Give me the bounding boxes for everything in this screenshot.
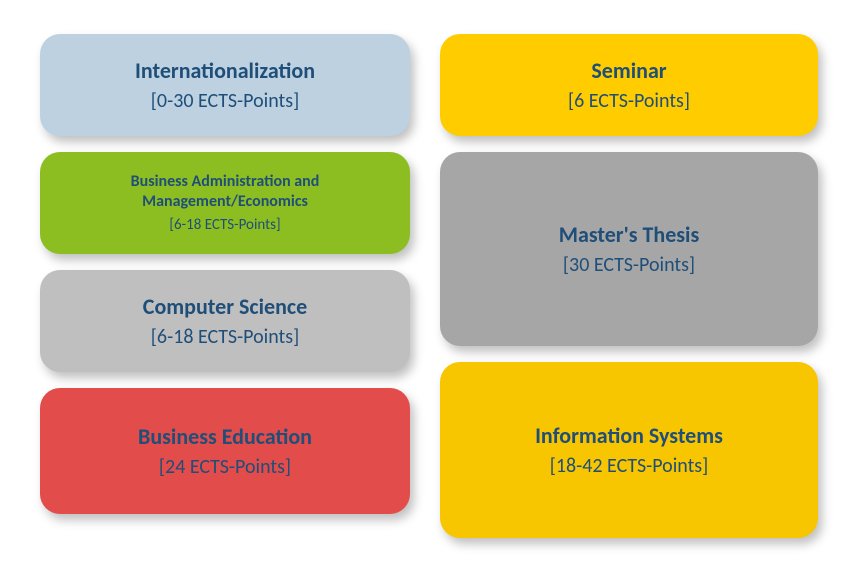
card-masters-thesis: Master's Thesis [30 ECTS-Points]	[440, 152, 818, 346]
card-points: [30 ECTS-Points]	[563, 253, 695, 277]
card-computer-science: Computer Science [6-18 ECTS-Points]	[40, 270, 410, 372]
card-points: [6 ECTS-Points]	[568, 89, 690, 113]
card-points: [6-18 ECTS-Points]	[151, 325, 299, 349]
card-title: Seminar	[591, 57, 666, 85]
card-points: [24 ECTS-Points]	[159, 455, 291, 479]
card-points: [0-30 ECTS-Points]	[151, 89, 299, 113]
card-business-admin: Business Administration and Management/E…	[40, 152, 410, 254]
card-title: Internationalization	[135, 57, 315, 85]
card-title: Business Education	[138, 423, 312, 451]
card-title: Information Systems	[535, 422, 723, 450]
card-title: Business Administration and Management/E…	[60, 172, 390, 212]
card-title: Computer Science	[143, 293, 307, 321]
card-internationalization: Internationalization [0-30 ECTS-Points]	[40, 34, 410, 136]
card-business-education: Business Education [24 ECTS-Points]	[40, 388, 410, 514]
card-seminar: Seminar [6 ECTS-Points]	[440, 34, 818, 136]
card-points: [18-42 ECTS-Points]	[550, 454, 709, 478]
card-points: [6-18 ECTS-Points]	[169, 216, 280, 234]
card-information-systems: Information Systems [18-42 ECTS-Points]	[440, 362, 818, 538]
card-title: Master's Thesis	[559, 221, 700, 249]
